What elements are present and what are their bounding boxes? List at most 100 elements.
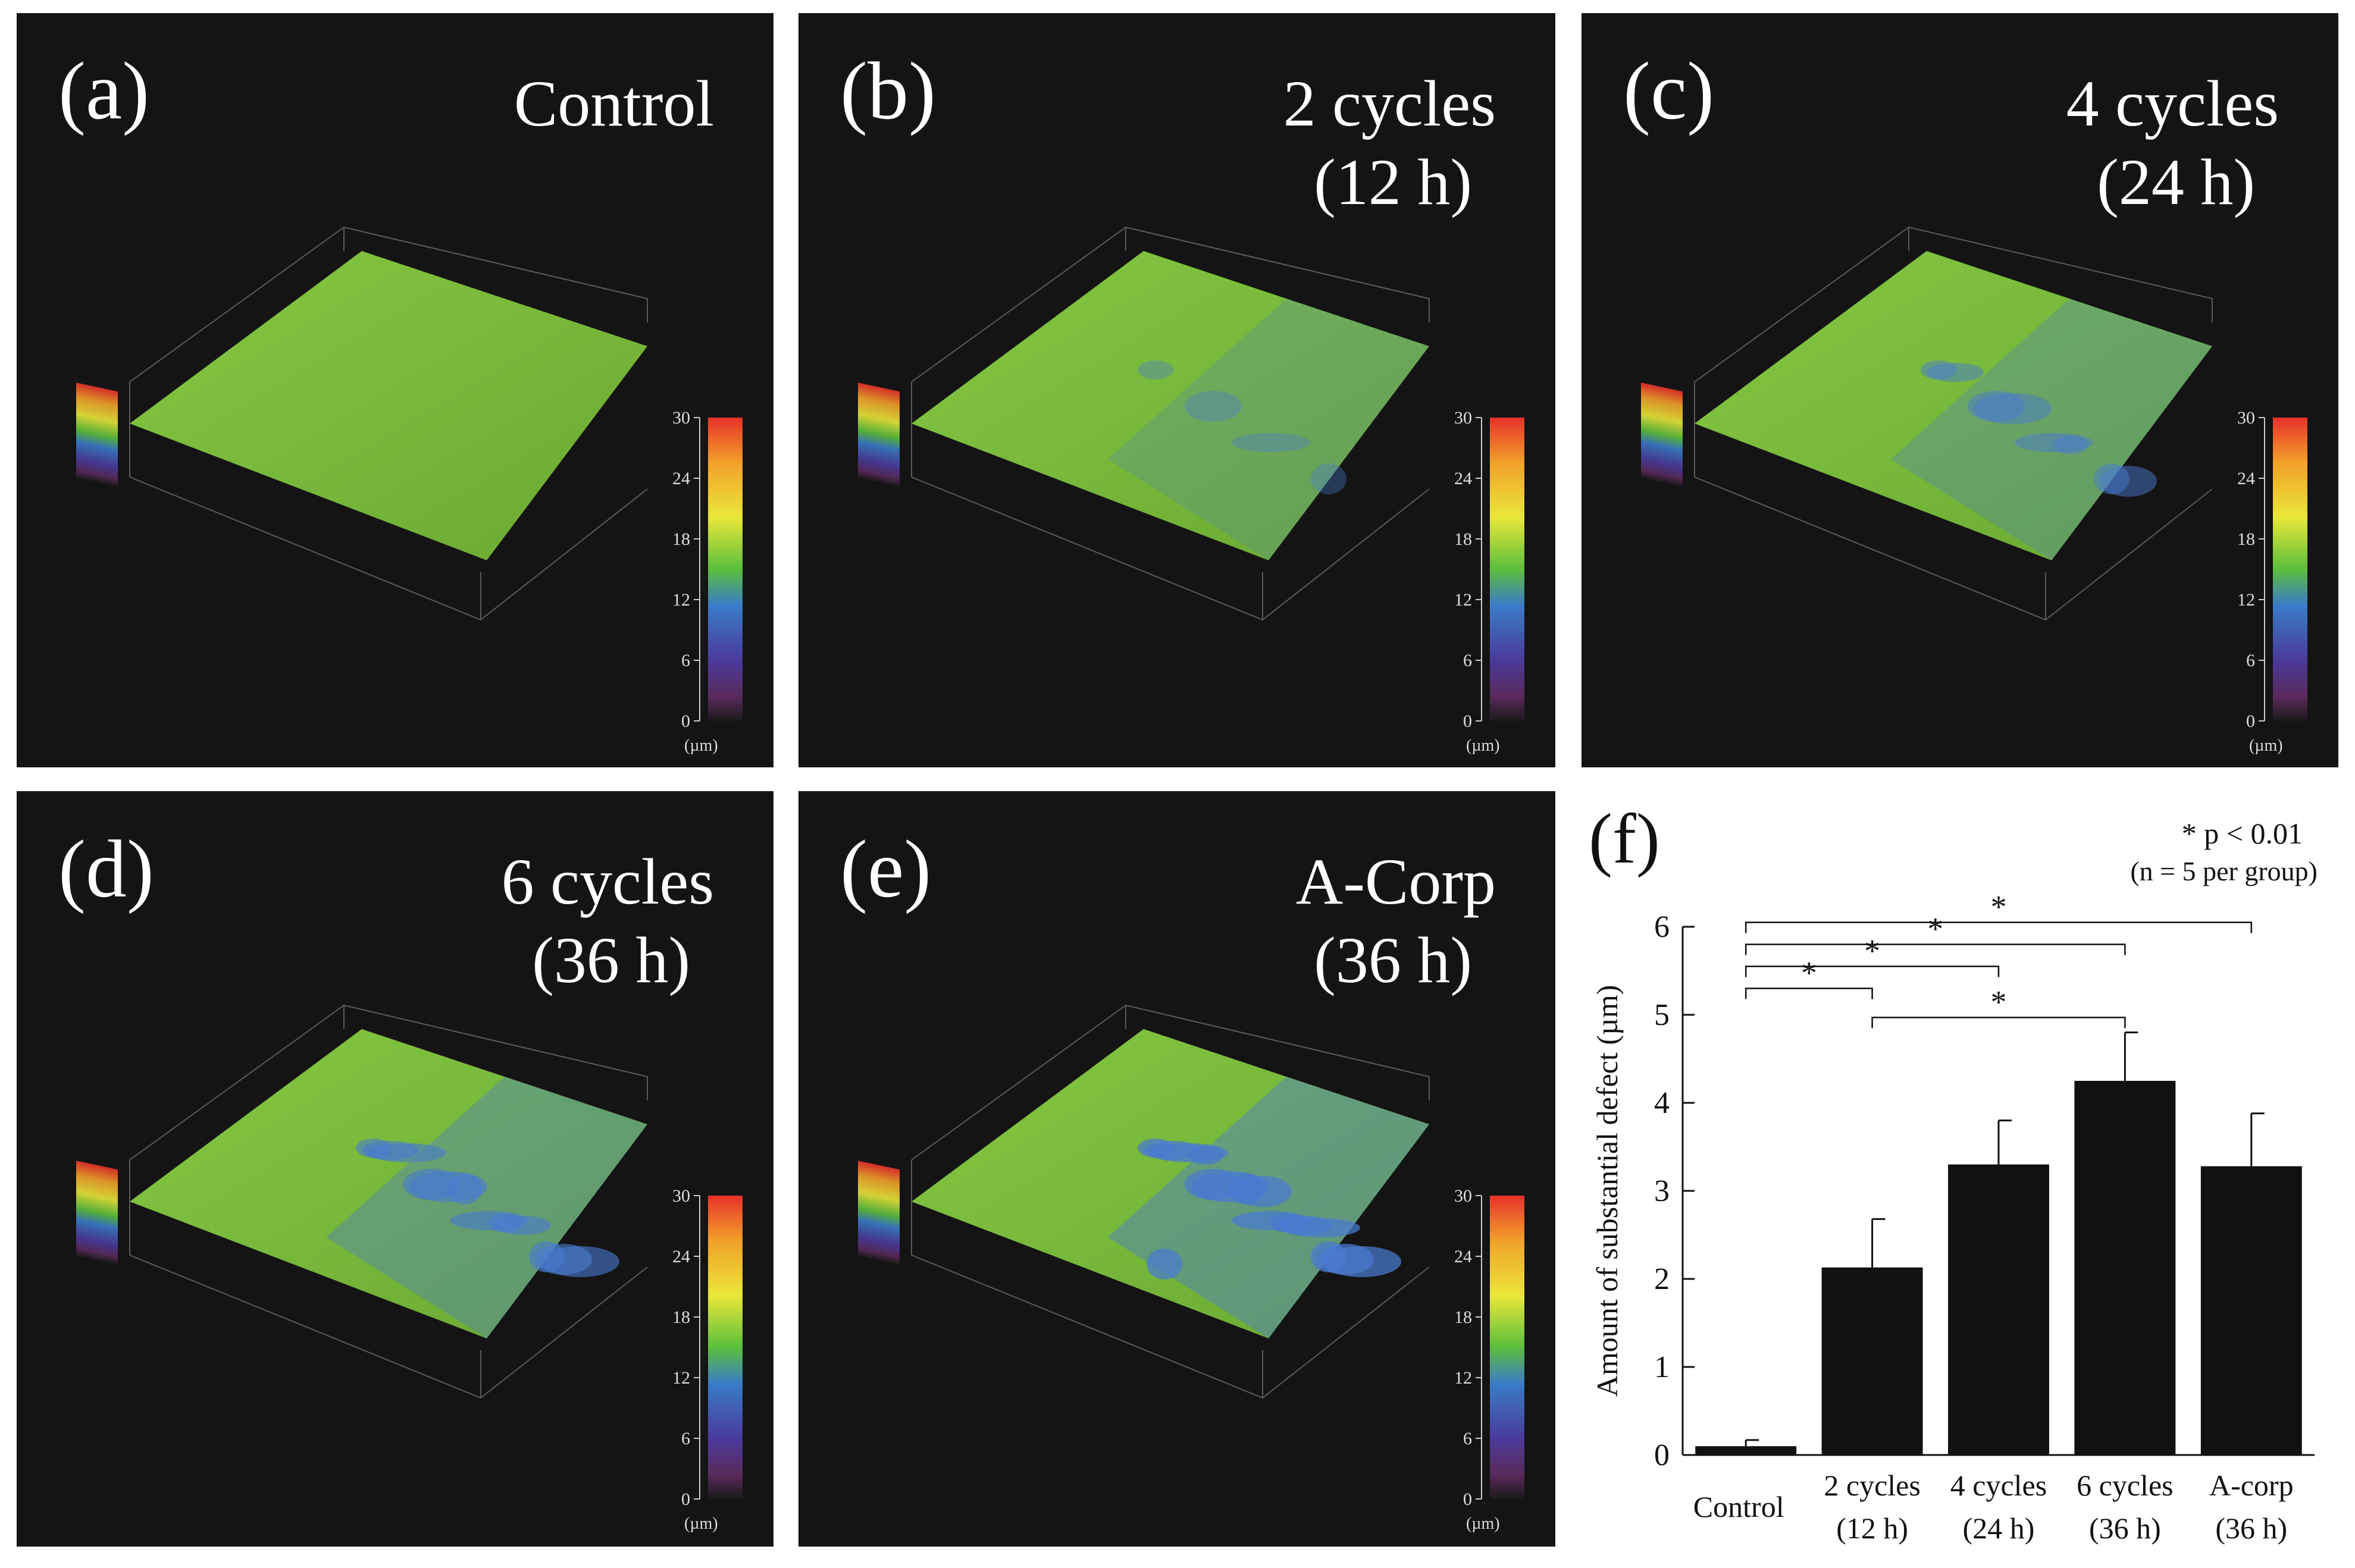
colorbar-tick-label: 6 [681, 651, 690, 670]
significance-bracket [1745, 965, 2000, 977]
colorbar-tick-label: 30 [672, 1186, 690, 1206]
colorbar-tick-label: 0 [2246, 711, 2255, 731]
mini-colorscale [76, 1161, 118, 1265]
x-tick-label: 2 cycles [1824, 1469, 1920, 1502]
bar [2200, 1166, 2302, 1455]
colorbar-tick-label: 24 [1454, 1247, 1472, 1266]
bar [1948, 1164, 2049, 1455]
surface [912, 251, 1429, 560]
wireframe-box [129, 226, 648, 621]
colorbar-unit: (µm) [1466, 1514, 1500, 1533]
panel-title-line2: (24 h) [2097, 146, 2255, 218]
significance-star: * [1801, 955, 1817, 991]
panel-title: 4 cycles (24 h) [2066, 64, 2279, 221]
colorbar [708, 418, 743, 721]
significance-bracket [1745, 987, 1873, 999]
colorbar-tick-label: 0 [1463, 711, 1472, 731]
panel-label: (e) [840, 823, 932, 914]
defect-region [1891, 299, 2212, 560]
panel-title: 6 cycles (36 h) [502, 842, 714, 999]
colorbar-unit: (µm) [684, 1514, 718, 1533]
y-tick-label: 1 [1654, 1350, 1670, 1384]
panel-title-line1: 6 cycles [501, 845, 714, 918]
panel-title: 2 cycles (12 h) [1283, 64, 1496, 221]
colorbar-tick-label: 0 [681, 711, 690, 731]
panel-title-line1: Control [513, 67, 714, 140]
surface [1695, 251, 2212, 560]
surface-plot: 30 24 18 12 6 0 (µm) [1641, 226, 2307, 755]
significance-star: * [1991, 889, 2007, 925]
colorbar [1490, 1196, 1524, 1499]
colorbar-tick-label: 0 [681, 1489, 690, 1509]
colorbar-tick-label: 30 [2237, 408, 2255, 428]
sample-size-note: (n = 5 per group) [2130, 856, 2318, 886]
bar [1821, 1267, 1923, 1455]
y-tick-label: 0 [1654, 1438, 1670, 1472]
colorbar-tick-label: 24 [1454, 469, 1472, 488]
x-tick-label: A-corp [2209, 1469, 2294, 1502]
surface [130, 1029, 647, 1338]
bar [2074, 1081, 2176, 1455]
x-tick-label: 4 cycles [1950, 1469, 2047, 1502]
colorbar-tick-label: 6 [1463, 1429, 1472, 1448]
surface-panel-a: (a) Control 30 24 18 12 6 0 (µm) [17, 13, 773, 767]
colorbar-tick-label: 24 [672, 1247, 690, 1266]
colorbar-tick-label: 18 [672, 1307, 690, 1327]
panel-title: A-Corp (36 h) [1296, 842, 1496, 999]
panel-title-line2: (12 h) [1314, 146, 1472, 218]
defect-region [1108, 299, 1429, 560]
defect-region [1108, 1077, 1429, 1338]
surface-panel-b: (b) 2 cycles (12 h) 30 24 18 12 6 0 (µm) [798, 13, 1555, 767]
significance-bracket [1871, 1017, 2126, 1028]
x-tick-label-line2: (36 h) [2089, 1511, 2161, 1545]
mini-colorscale [76, 382, 118, 487]
colorbar-tick-label: 6 [2246, 651, 2255, 670]
y-tick-label: 6 [1654, 910, 1670, 944]
colorbar [2273, 418, 2307, 721]
colorbar-tick-label: 6 [1463, 651, 1472, 670]
panel-label: (d) [58, 823, 154, 914]
surface-plot: 30 24 18 12 6 0 (µm) [858, 1004, 1524, 1533]
significance-note: * p < 0.01 [2182, 817, 2303, 850]
panel-title-line2: (36 h) [532, 924, 690, 996]
x-tick-label-line2: (12 h) [1836, 1511, 1908, 1545]
wireframe-box [911, 1004, 1430, 1399]
colorbar-tick-label: 18 [1454, 1307, 1472, 1327]
colorbar [708, 1196, 743, 1499]
wireframe-box [129, 1004, 648, 1399]
x-tick-label-line2: (24 h) [1963, 1511, 2035, 1545]
colorbar-tick-label: 18 [2237, 529, 2255, 549]
wireframe-box [911, 226, 1430, 621]
surface-panel-c: (c) 4 cycles (24 h) 30 24 18 12 6 0 (µm) [1582, 13, 2338, 767]
colorbar-tick-label: 18 [1454, 529, 1472, 549]
surface-panel-d: (d) 6 cycles (36 h) 30 24 18 12 6 0 (µm) [17, 791, 773, 1547]
colorbar-tick-label: 30 [1454, 1186, 1472, 1206]
colorbar-unit: (µm) [2249, 736, 2283, 755]
y-tick-label: 3 [1654, 1174, 1670, 1208]
significance-bracket [1745, 921, 2253, 933]
panel-label: (c) [1623, 45, 1715, 136]
significance-star: * [1991, 984, 2007, 1020]
panel-title-line2: (36 h) [1314, 924, 1472, 996]
colorbar-unit: (µm) [684, 736, 718, 755]
colorbar-tick-label: 24 [2237, 469, 2255, 488]
colorbar-tick-label: 12 [672, 1368, 690, 1388]
surface-plot: 30 24 18 12 6 0 (µm) [76, 1004, 743, 1533]
panel-title-line1: A-Corp [1295, 845, 1496, 918]
surface-plot: 30 24 18 12 6 0 (µm) [76, 226, 743, 755]
x-tick-label: 6 cycles [2077, 1469, 2173, 1502]
colorbar-tick-label: 12 [1454, 590, 1472, 610]
bar [1695, 1446, 1797, 1455]
panel-label: (b) [840, 45, 936, 136]
mini-colorscale [858, 1161, 900, 1265]
colorbar-tick-label: 12 [1454, 1368, 1472, 1388]
y-tick-label: 4 [1654, 1086, 1670, 1120]
x-tick-label: Control [1693, 1490, 1784, 1523]
surface [130, 251, 647, 560]
surface [912, 1029, 1429, 1338]
panel-title-line1: 2 cycles [1283, 67, 1496, 140]
y-tick-label: 5 [1654, 998, 1670, 1032]
mini-colorscale [1641, 382, 1683, 487]
colorbar-tick-label: 6 [681, 1429, 690, 1448]
panel-label-f: (f) [1589, 799, 1660, 878]
